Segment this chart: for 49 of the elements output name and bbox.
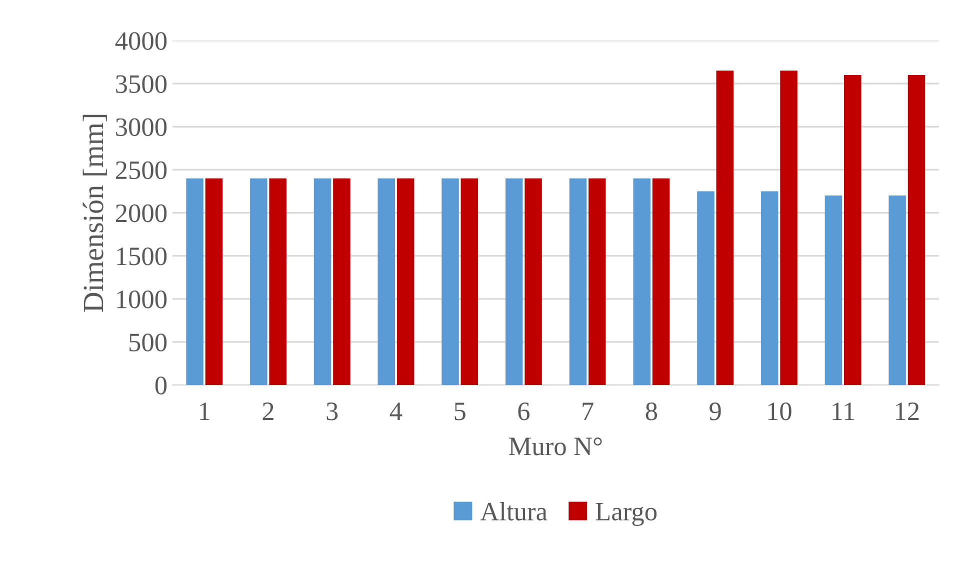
x-tick-label: 3 — [326, 402, 338, 420]
x-tick-label: 6 — [518, 402, 530, 420]
x-tick-label: 8 — [646, 402, 658, 420]
bar — [460, 178, 478, 386]
x-tick-label: 4 — [390, 402, 402, 420]
bar — [269, 178, 286, 386]
bar — [633, 178, 650, 386]
bar — [652, 178, 670, 386]
bar — [333, 178, 350, 386]
x-tick-label: 11 — [832, 402, 854, 420]
bar — [908, 74, 926, 386]
bar — [588, 178, 606, 386]
x-tick-label: 2 — [262, 402, 274, 420]
y-tick-label: 0 — [155, 376, 167, 394]
bar — [569, 178, 587, 386]
bar — [396, 178, 414, 386]
y-tick-label: 3000 — [116, 118, 167, 136]
bar — [524, 178, 542, 386]
bar — [378, 178, 396, 386]
y-tick-label: 500 — [130, 334, 167, 352]
bar — [314, 178, 332, 386]
x-tick-label: 9 — [710, 402, 721, 420]
bar — [697, 191, 714, 386]
bar — [824, 196, 842, 386]
y-tick-label: 4000 — [115, 32, 167, 50]
bar — [186, 178, 204, 386]
bar — [250, 178, 268, 386]
x-tick-label: 1 — [200, 402, 210, 420]
y-tick-label: 3500 — [116, 75, 167, 94]
y-tick-label: 1500 — [117, 247, 167, 266]
bar — [205, 178, 223, 386]
y-axis-title: Dimensión [mm] — [82, 114, 107, 312]
y-tick-label: 1000 — [117, 290, 167, 308]
bar — [780, 70, 798, 386]
x-tick-label: 12 — [896, 402, 919, 420]
bar — [506, 178, 523, 386]
x-tick-label: 7 — [582, 402, 594, 420]
bar — [716, 70, 734, 386]
y-tick-label: 2000 — [116, 204, 167, 222]
x-axis-title: Muro N° — [508, 438, 602, 456]
bar — [442, 178, 459, 386]
legend-label: Largo — [596, 502, 657, 526]
bar — [888, 196, 906, 386]
x-tick-label: 10 — [768, 402, 792, 420]
bar — [844, 74, 862, 386]
legend-label: Altura — [480, 502, 548, 521]
x-tick-label: 5 — [454, 402, 466, 420]
bar — [760, 191, 778, 386]
y-tick-label: 2500 — [116, 161, 167, 180]
